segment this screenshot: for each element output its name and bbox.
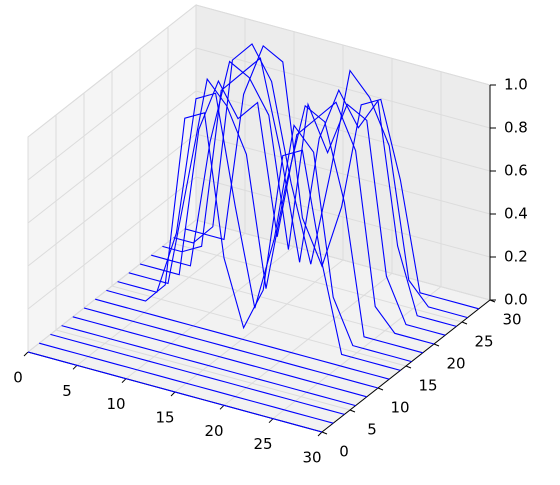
tick-mark — [121, 378, 127, 384]
grid-line — [195, 47, 491, 129]
grid-line — [195, 133, 491, 215]
grid-line — [167, 241, 463, 323]
y-tick-label: 30 — [502, 311, 521, 329]
x-tick-label: 30 — [302, 449, 321, 467]
x-tick-label: 20 — [204, 422, 223, 440]
tick-mark — [433, 343, 440, 347]
x-tick-label: 10 — [106, 395, 125, 413]
grid-line — [27, 4, 197, 138]
wire-line — [27, 351, 323, 433]
grid-line — [195, 90, 491, 172]
x-tick-label: 0 — [13, 369, 23, 387]
grid-line — [27, 133, 197, 267]
tick-mark — [321, 431, 328, 435]
grid-line — [27, 176, 197, 310]
tick-mark — [219, 404, 225, 410]
wire-line — [128, 77, 423, 354]
grid-line — [195, 4, 491, 86]
z-tick-label: 0.0 — [504, 291, 528, 309]
wire-line — [184, 44, 479, 310]
grid-line — [195, 219, 491, 301]
wire-line — [117, 92, 412, 363]
wire-line — [151, 60, 446, 336]
grid-line — [27, 47, 197, 181]
wire-line — [139, 79, 435, 345]
grid-line — [195, 176, 491, 258]
y-tick-label: 15 — [418, 377, 437, 395]
tick-mark — [23, 351, 29, 357]
grid-line — [27, 90, 197, 224]
grid-line — [55, 329, 351, 411]
tick-mark — [170, 391, 176, 397]
grid-line — [139, 263, 435, 345]
wire-line — [61, 325, 356, 407]
tick-mark — [405, 365, 412, 369]
tick-mark — [317, 431, 323, 437]
y-tick-label: 25 — [474, 333, 493, 351]
grid-line — [27, 219, 197, 353]
wire-line — [83, 307, 379, 389]
wire-line — [173, 43, 468, 319]
z-tick-label: 1.0 — [504, 76, 528, 94]
tick-mark — [349, 409, 356, 413]
tick-mark — [72, 364, 78, 370]
y-axis-line — [321, 299, 491, 433]
wire-line — [95, 298, 390, 380]
wire-line — [50, 333, 345, 415]
y-tick-label: 10 — [390, 399, 409, 417]
x-tick-label: 5 — [62, 382, 72, 400]
tick-mark — [268, 418, 274, 424]
z-tick-label: 0.2 — [504, 248, 528, 266]
grid-line — [111, 285, 407, 367]
y-tick-label: 20 — [446, 355, 465, 373]
z-tick-label: 0.6 — [504, 162, 528, 180]
z-tick-label: 0.8 — [504, 119, 528, 137]
x-tick-label: 15 — [155, 409, 174, 427]
x-tick-label: 25 — [253, 435, 272, 453]
y-tick-label: 5 — [367, 421, 377, 439]
y-tick-label: 0 — [339, 443, 349, 461]
wire-line — [72, 316, 367, 398]
tick-mark — [461, 321, 468, 325]
wire-line — [106, 112, 401, 371]
wire-line — [39, 342, 334, 424]
z-tick-label: 0.4 — [504, 205, 528, 223]
tick-mark — [377, 387, 384, 391]
